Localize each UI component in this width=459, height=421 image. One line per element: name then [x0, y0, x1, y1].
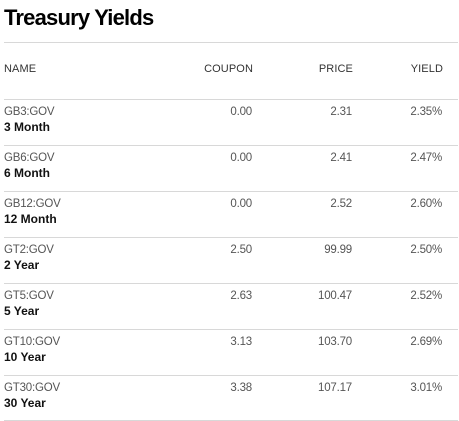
page-title: Treasury Yields — [4, 5, 154, 30]
yield-value: 2.52% — [410, 290, 442, 302]
table-row[interactable]: GT5:GOV 5 Year 2.63 100.47 2.52% — [4, 283, 458, 329]
ticker-symbol[interactable]: GB3:GOV — [4, 106, 55, 118]
table-row[interactable]: GB12:GOV 12 Month 0.00 2.52 2.60% — [4, 191, 458, 237]
yield-value: 2.47% — [410, 152, 442, 164]
tenor-label: 10 Year — [4, 350, 46, 364]
ticker-symbol[interactable]: GB6:GOV — [4, 152, 55, 164]
coupon-value: 2.50 — [230, 244, 252, 256]
tenor-label: 5 Year — [4, 304, 40, 318]
coupon-value: 3.38 — [230, 382, 252, 394]
ticker-symbol[interactable]: GT30:GOV — [4, 382, 60, 394]
column-header-yield: YIELD — [410, 63, 443, 75]
table-header: NAME COUPON PRICE YIELD — [4, 43, 459, 99]
ticker-symbol[interactable]: GT10:GOV — [4, 336, 60, 348]
table-row[interactable]: GT30:GOV 30 Year 3.38 107.17 3.01% — [4, 375, 458, 421]
tenor-label: 30 Year — [4, 396, 46, 410]
coupon-value: 2.63 — [230, 290, 252, 302]
coupon-value: 0.00 — [230, 106, 252, 118]
yield-value: 2.35% — [410, 106, 442, 118]
table-body: GB3:GOV 3 Month 0.00 2.31 2.35% GB6:GOV … — [4, 99, 459, 421]
yield-value: 3.01% — [410, 382, 442, 394]
table-row[interactable]: GT2:GOV 2 Year 2.50 99.99 2.50% — [4, 237, 458, 283]
yield-value: 2.69% — [410, 336, 442, 348]
price-value: 2.52 — [330, 198, 352, 210]
tenor-label: 6 Month — [4, 166, 50, 180]
column-header-name: NAME — [4, 63, 37, 75]
title-divider — [4, 42, 458, 43]
table-row[interactable]: GT10:GOV 10 Year 3.13 103.70 2.69% — [4, 329, 458, 375]
price-value: 103.70 — [318, 336, 352, 348]
tenor-label: 12 Month — [4, 212, 57, 226]
coupon-value: 0.00 — [230, 198, 252, 210]
treasury-yields-widget: Treasury Yields NAME COUPON PRICE YIELD … — [4, 0, 459, 421]
coupon-value: 0.00 — [230, 152, 252, 164]
price-value: 99.99 — [324, 244, 352, 256]
column-header-coupon: COUPON — [204, 63, 253, 75]
table-row[interactable]: GB6:GOV 6 Month 0.00 2.41 2.47% — [4, 145, 458, 191]
price-value: 107.17 — [318, 382, 352, 394]
yield-value: 2.60% — [410, 198, 442, 210]
tenor-label: 3 Month — [4, 120, 50, 134]
column-header-price: PRICE — [318, 63, 353, 75]
ticker-symbol[interactable]: GT5:GOV — [4, 290, 54, 302]
price-value: 2.41 — [330, 152, 352, 164]
table-row[interactable]: GB3:GOV 3 Month 0.00 2.31 2.35% — [4, 99, 458, 145]
ticker-symbol[interactable]: GB12:GOV — [4, 198, 61, 210]
yield-value: 2.50% — [410, 244, 442, 256]
tenor-label: 2 Year — [4, 258, 40, 272]
price-value: 100.47 — [318, 290, 352, 302]
price-value: 2.31 — [330, 106, 352, 118]
coupon-value: 3.13 — [230, 336, 252, 348]
ticker-symbol[interactable]: GT2:GOV — [4, 244, 54, 256]
